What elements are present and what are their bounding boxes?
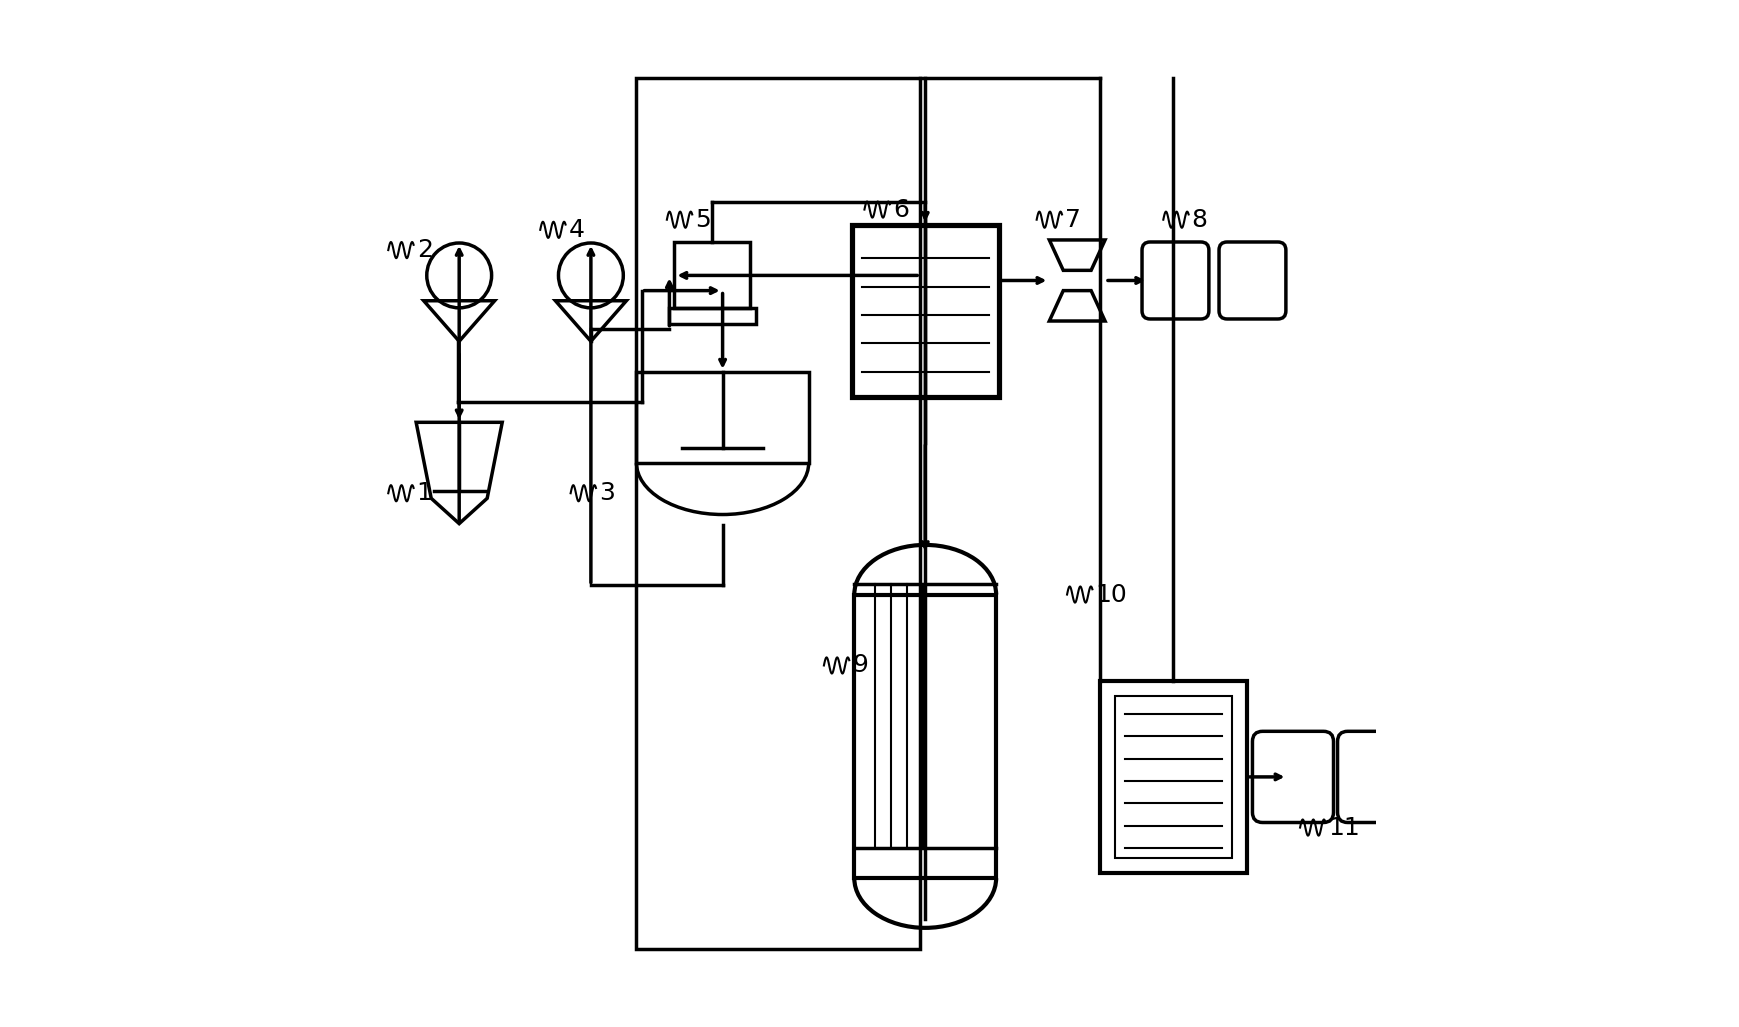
Text: 7: 7: [1064, 207, 1082, 232]
Text: 2: 2: [417, 238, 433, 262]
Text: 10: 10: [1096, 582, 1127, 607]
Text: 9: 9: [852, 653, 868, 678]
Text: 11: 11: [1329, 815, 1360, 839]
Text: 1: 1: [417, 482, 433, 505]
Text: 3: 3: [598, 482, 616, 505]
Text: 5: 5: [696, 207, 711, 232]
Bar: [1115, 696, 1231, 858]
Bar: [854, 595, 996, 878]
Bar: [675, 242, 751, 308]
Text: 6: 6: [892, 197, 909, 222]
Text: 8: 8: [1191, 207, 1207, 232]
Bar: [1101, 681, 1247, 873]
Bar: [670, 308, 755, 324]
Bar: [636, 372, 809, 463]
Text: 4: 4: [569, 218, 584, 241]
Bar: [636, 78, 920, 949]
